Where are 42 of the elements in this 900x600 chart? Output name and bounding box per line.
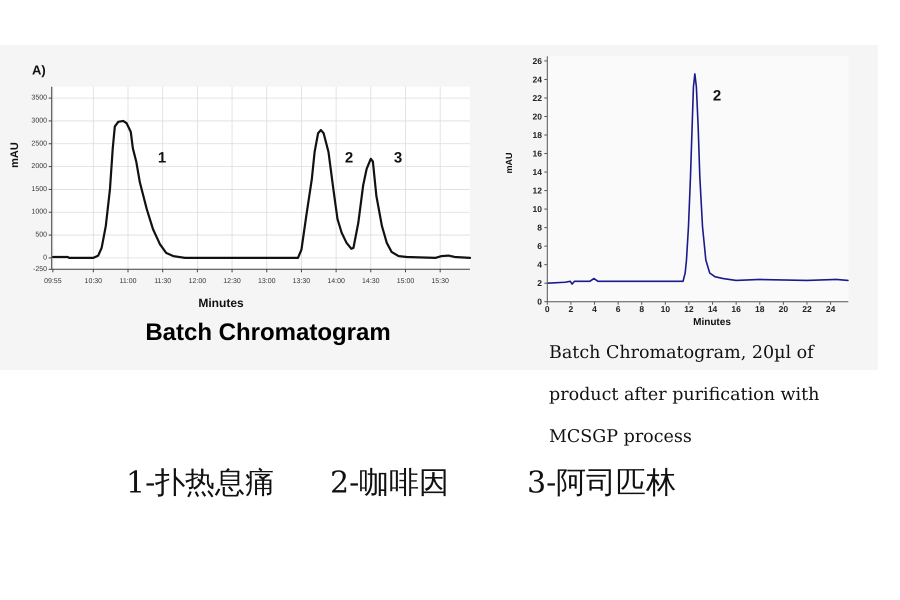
y-tick-label: 16 [532,148,542,159]
x-tick-label: 2 [568,304,574,314]
y-tick-label: 24 [532,74,542,84]
y-tick-label: 20 [532,111,542,122]
y-tick-label: 12 [532,186,542,196]
y-tick-label: 0 [537,296,542,307]
x-tick-label: 22 [802,304,812,314]
x-tick-label: 18 [755,304,765,314]
x-tick-label: 16 [731,304,742,314]
y-tick-label: 6 [537,241,542,252]
chart-title: Batch Chromatogram, 20µl of product after purification with MCSGP process [549,343,820,447]
text: 1-扑热息痛 [126,466,276,500]
line-series [52,120,472,259]
x-tick-label: 24 [826,304,836,314]
text: 2-咖啡因 [330,466,450,500]
y-tick-label: 26 [532,56,542,66]
x-axis-title: Minutes [198,296,244,310]
line-series [546,73,849,285]
x-tick-label: 12 [684,304,694,314]
annotation: 1 [158,150,166,166]
x-tick-label: 0 [544,304,550,314]
annotation: 3 [394,150,402,166]
y-tick-label: 8 [537,222,542,233]
x-tick-label: 10 [660,304,670,314]
y-tick-label: 10 [532,204,542,214]
y-tick-label: 22 [532,92,542,103]
annotation: 2 [712,88,722,104]
x-axis-title: Minutes [693,317,732,328]
x-tick-label: 14 [708,304,718,314]
x-tick-label: 20 [778,304,788,314]
y-axis-title: mAU [504,152,514,174]
text: Batch Chromatogram [145,319,391,346]
y-tick-label: 4 [537,260,542,270]
y-tick-label: 14 [532,167,542,178]
annotation: 2 [344,150,354,166]
text: A) [32,62,46,78]
y-tick-label: 18 [532,130,542,140]
x-tick-label: 6 [616,304,621,314]
y-axis-title: mAU [9,142,21,168]
x-tick-label: 4 [592,304,598,314]
x-tick-label: 8 [639,304,644,314]
text: 3-阿司匹林 [527,466,676,500]
